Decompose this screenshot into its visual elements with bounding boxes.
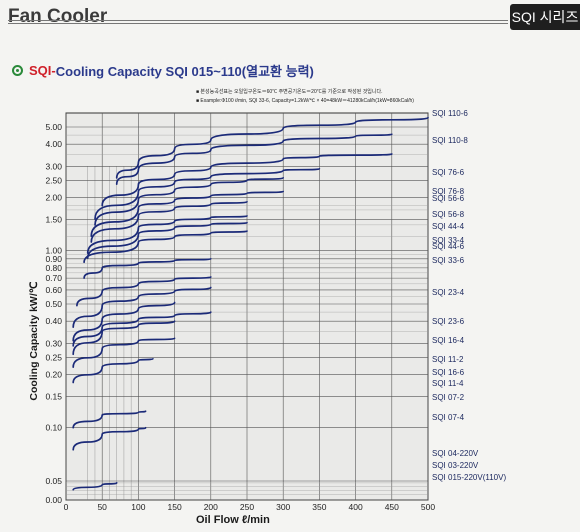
chart-subtitle: SQI- Cooling Capacity SQI 015~110(열교환 능력… xyxy=(12,61,314,80)
note-line-2: Example:Φ100 ℓ/min, SQI 33-6, Capacity=1… xyxy=(196,97,414,104)
x-tick-label: 250 xyxy=(240,502,254,512)
x-tick-label: 350 xyxy=(312,502,326,512)
y-tick-label: 1.50 xyxy=(45,215,62,225)
series-badge: SQI 시리즈 xyxy=(510,4,580,30)
subtitle-prefix: SQI- xyxy=(29,63,56,78)
y-tick-label: 0.10 xyxy=(45,423,62,433)
series-label: SQI 44-4 xyxy=(432,222,465,231)
series-label: SQI 07-2 xyxy=(432,393,465,402)
y-tick-label: 2.50 xyxy=(45,175,62,185)
y-tick-label: 0.25 xyxy=(45,352,62,362)
x-tick-label: 500 xyxy=(421,502,435,512)
series-line xyxy=(72,301,176,342)
series-line xyxy=(86,221,248,259)
y-tick-label: 0.05 xyxy=(45,476,62,486)
series-label: SQI 23-6 xyxy=(432,317,465,326)
x-axis-label: Oil Flow ℓ/min xyxy=(196,514,270,526)
series-label: SQI 56-6 xyxy=(432,194,465,203)
y-tick-label: 0.15 xyxy=(45,392,62,402)
y-tick-label: 0.20 xyxy=(45,369,62,379)
series-label: SQI 11-4 xyxy=(432,379,464,388)
series-line xyxy=(72,337,176,368)
series-line xyxy=(83,257,212,279)
series-label: SQI 44-6 xyxy=(432,242,465,251)
series-label: SQI 015-220V(110V) xyxy=(432,473,506,482)
y-tick-label: 4.00 xyxy=(45,139,62,149)
x-tick-label: 450 xyxy=(385,502,399,512)
x-tick-label: 0 xyxy=(64,502,69,512)
y-tick-label: 0.00 xyxy=(45,495,62,505)
series-label: SQI 110-8 xyxy=(432,136,468,145)
y-tick-label: 1.00 xyxy=(45,246,62,256)
y-tick-label: 0.60 xyxy=(45,285,62,295)
circle-bullet-icon xyxy=(12,65,23,76)
y-tick-label: 0.90 xyxy=(45,254,62,264)
series-label: SQI 11-2 xyxy=(432,355,464,364)
y-tick-label: 0.40 xyxy=(45,316,62,326)
series-line xyxy=(83,230,248,264)
series-label: SQI 76-6 xyxy=(432,168,465,177)
series-label: SQI 04-220V xyxy=(432,449,479,458)
series-line xyxy=(90,190,285,237)
series-label: SQI 110-6 xyxy=(432,109,468,118)
y-tick-label: 3.00 xyxy=(45,161,62,171)
series-label: SQI 56-8 xyxy=(432,210,465,219)
x-tick-label: 200 xyxy=(204,502,218,512)
note-line-1: 본성능곡선표는 오일입구온도＝60℃ 주변공기온도＝20℃를 기준으로 작성된 … xyxy=(196,88,382,95)
y-tick-label: 5.00 xyxy=(45,122,62,132)
series-label: SQI 33-6 xyxy=(432,256,465,265)
series-line xyxy=(72,410,147,429)
series-line xyxy=(72,426,147,451)
series-line xyxy=(72,482,118,491)
y-tick-label: 2.00 xyxy=(45,192,62,202)
x-tick-label: 150 xyxy=(168,502,182,512)
series-line xyxy=(86,215,248,254)
series-label: SQI 76-8 xyxy=(432,187,465,196)
series-line xyxy=(94,177,285,226)
subtitle-text: Cooling Capacity SQI 015~110(열교환 능력) xyxy=(55,64,314,79)
y-tick-label: 0.30 xyxy=(45,338,62,348)
x-tick-label: 400 xyxy=(349,502,363,512)
series-line xyxy=(72,357,154,384)
series-label: SQI 16-6 xyxy=(432,368,465,377)
series-line xyxy=(115,116,429,179)
series-label: SQI 07-4 xyxy=(432,413,465,422)
series-line xyxy=(101,153,393,207)
series-line xyxy=(76,276,212,307)
x-tick-label: 50 xyxy=(97,502,107,512)
y-tick-label: 0.70 xyxy=(45,273,62,283)
series-label: SQI 33-4 xyxy=(432,236,465,245)
series-label: SQI 23-4 xyxy=(432,288,465,297)
series-line xyxy=(72,286,212,328)
series-line xyxy=(72,311,212,347)
page-title: Fan Cooler xyxy=(8,6,108,27)
series-label: SQI 03-220V xyxy=(432,461,479,470)
y-tick-label: 0.80 xyxy=(45,263,62,273)
series-line xyxy=(72,320,176,356)
x-tick-label: 300 xyxy=(276,502,290,512)
y-tick-label: 0.50 xyxy=(45,299,62,309)
x-tick-label: 100 xyxy=(131,502,145,512)
series-line xyxy=(94,168,321,220)
series-line xyxy=(90,200,248,243)
series-label: SQI 16-4 xyxy=(432,336,465,345)
header-rule xyxy=(8,20,508,24)
series-line xyxy=(115,133,393,185)
y-axis-label: Cooling Capacity kW/℃ xyxy=(28,281,40,401)
